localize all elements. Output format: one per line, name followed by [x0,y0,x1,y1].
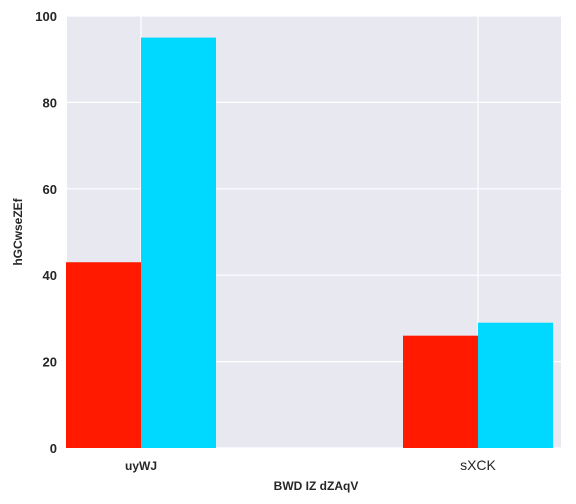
y-tick-label: 20 [43,355,57,370]
bar-uyWJ-series-1 [66,262,141,448]
bar-sXCK-series-2 [478,322,553,448]
y-tick-label: 80 [43,95,57,110]
y-tick-label: 60 [43,182,57,197]
x-tick-labels: uyWJ sXCK [125,457,497,473]
y-tick-label: 100 [35,9,57,24]
x-tick-label: sXCK [460,457,496,473]
x-axis-label: BWD IZ dZAqV [274,479,359,493]
y-tick-label: 0 [50,441,57,456]
bar-sXCK-series-1 [403,335,478,448]
y-tick-label: 40 [43,268,57,283]
y-tick-labels: 0 20 40 60 80 100 [35,9,57,456]
bars [66,37,553,448]
bar-uyWJ-series-2 [141,37,216,448]
x-tick-label: uyWJ [125,459,157,473]
y-axis-label: hGCwseZEf [11,197,25,265]
